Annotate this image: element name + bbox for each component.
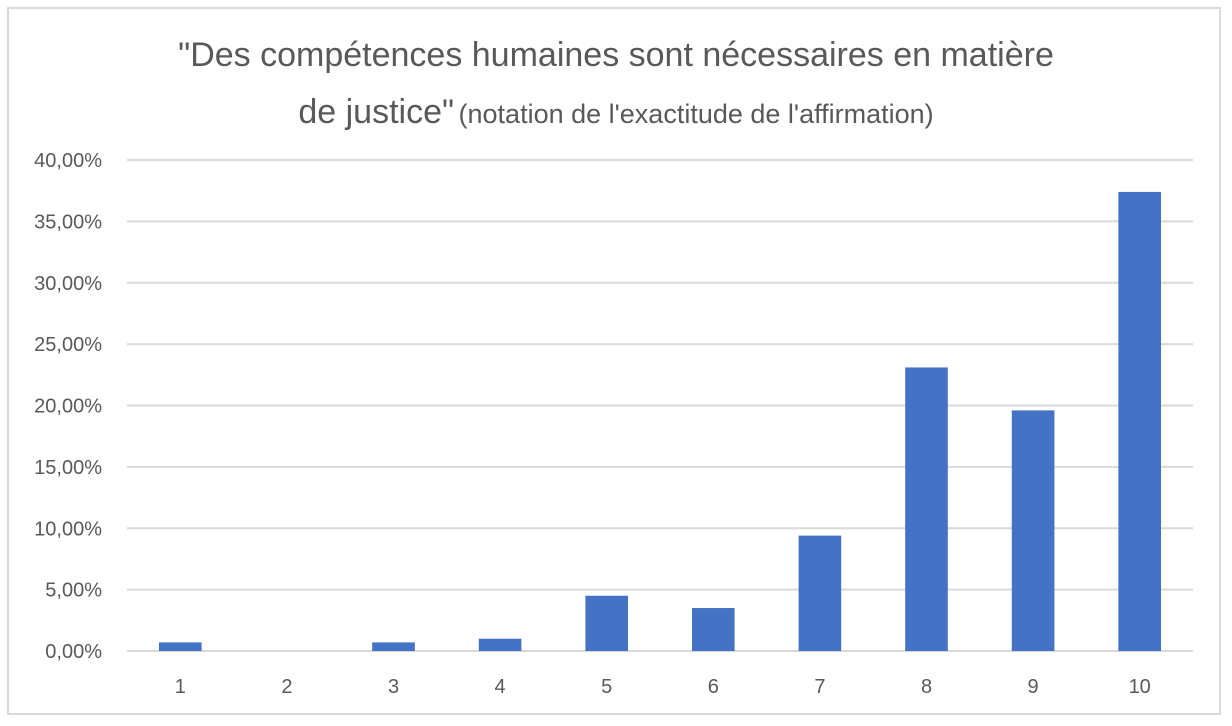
- y-tick-label-7: 35,00%: [34, 211, 102, 233]
- chart-title-line1: "Des compétences humaines sont nécessair…: [0, 30, 1232, 87]
- bar-3: [372, 642, 415, 651]
- bar-7: [798, 535, 842, 651]
- y-tick-label-6: 30,00%: [34, 273, 102, 295]
- chart-title-line2: de justice" (notation de l'exactitude de…: [0, 87, 1232, 144]
- bar-4: [478, 638, 522, 651]
- bar-10: [1118, 191, 1162, 652]
- chart-title: "Des compétences humaines sont nécessair…: [0, 30, 1232, 144]
- y-tick-label-1: 5,00%: [45, 580, 102, 602]
- y-tick-label-0: 0,00%: [45, 641, 102, 663]
- axes: 0,00% 5,00% 10,00% 15,00% 20,00% 25,00% 30,00%…: [34, 150, 1151, 698]
- y-tick-label-8: 40,00%: [34, 150, 102, 172]
- x-tick-label-10: 10: [1129, 676, 1151, 698]
- x-tick-label-5: 5: [601, 676, 612, 698]
- x-tick-label-7: 7: [814, 676, 825, 698]
- chart-title-subtitle: (notation de l'exactitude de l'affirmati…: [458, 99, 934, 129]
- bars: [158, 191, 1162, 652]
- x-tick-label-1: 1: [175, 676, 186, 698]
- y-tick-label-2: 10,00%: [34, 518, 102, 540]
- y-tick-label-3: 15,00%: [34, 457, 102, 479]
- x-tick-label-2: 2: [281, 676, 292, 698]
- bar-9: [1011, 410, 1055, 651]
- x-tick-label-8: 8: [921, 676, 932, 698]
- bar-1: [158, 642, 202, 651]
- bar-5: [585, 595, 629, 651]
- chart-title-main-1: "Des compétences humaines sont nécessair…: [178, 36, 1054, 74]
- y-tick-label-4: 20,00%: [34, 396, 102, 418]
- x-tick-label-4: 4: [495, 676, 506, 698]
- chart-title-main-2: de justice": [298, 93, 455, 131]
- x-tick-label-6: 6: [708, 676, 719, 698]
- bar-6: [691, 608, 735, 651]
- bar-8: [905, 367, 948, 651]
- x-tick-label-9: 9: [1028, 676, 1039, 698]
- gridlines: [127, 159, 1193, 652]
- x-tick-label-3: 3: [388, 676, 399, 698]
- y-tick-label-5: 25,00%: [34, 334, 102, 356]
